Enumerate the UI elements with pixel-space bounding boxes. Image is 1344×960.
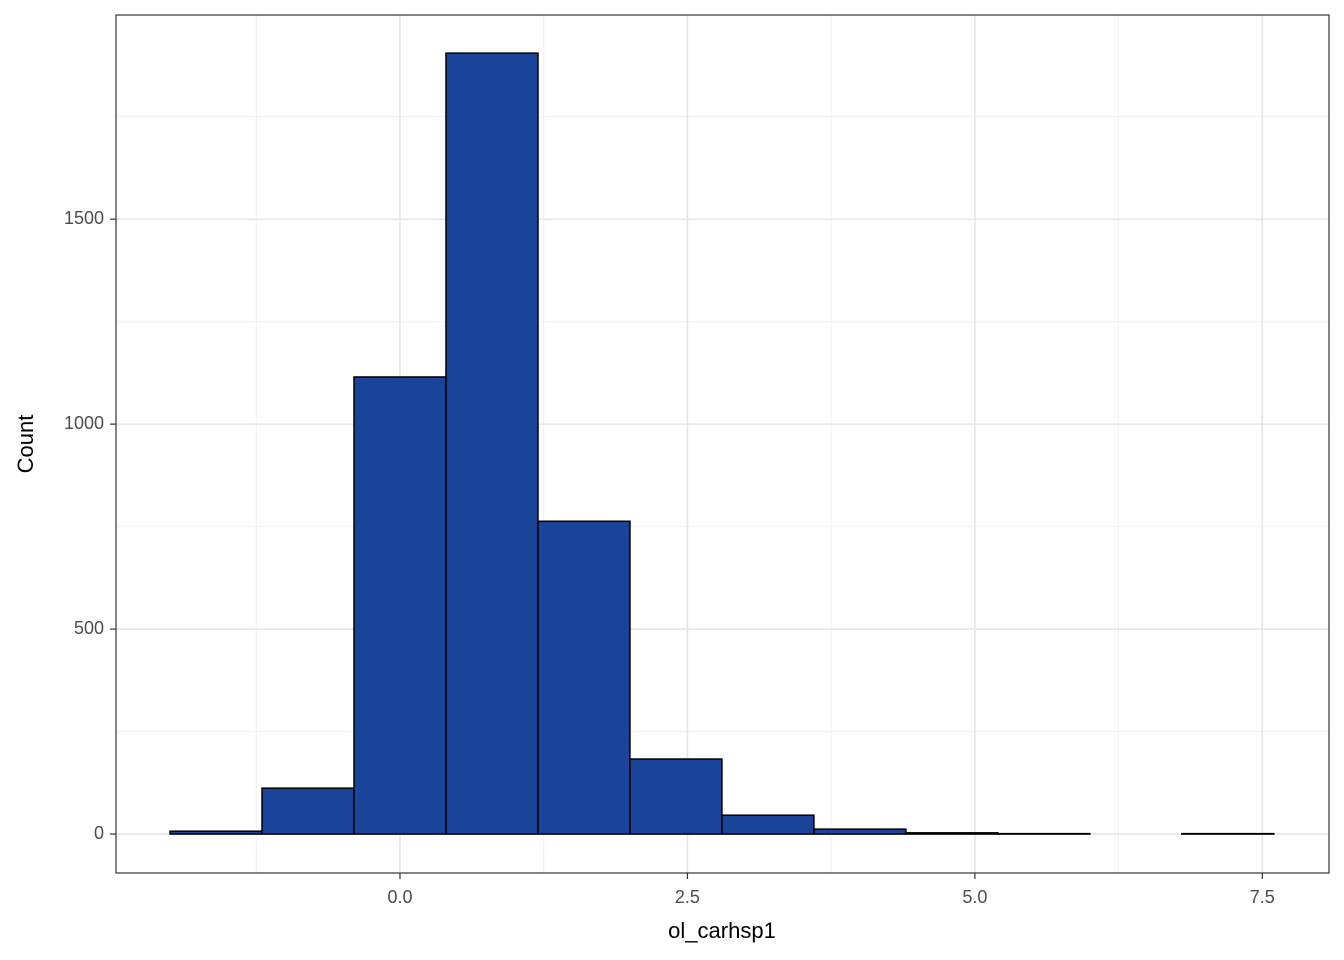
bar — [721, 814, 815, 835]
bar — [813, 828, 907, 835]
x-tick-label: 2.5 — [675, 887, 700, 907]
y-tick-label: 500 — [74, 618, 104, 638]
bar — [353, 376, 447, 835]
bars — [169, 52, 1275, 835]
bar — [445, 52, 539, 835]
y-tick-label: 0 — [94, 823, 104, 843]
y-tick-label: 1000 — [64, 413, 104, 433]
bar — [537, 520, 631, 835]
bar — [261, 787, 355, 835]
x-axis-title: ol_carhsp1 — [668, 918, 776, 943]
bar — [629, 758, 723, 835]
x-tick-label: 7.5 — [1250, 887, 1275, 907]
grid — [116, 15, 1329, 873]
panel-border — [115, 14, 1330, 874]
y-tick-label: 1500 — [64, 208, 104, 228]
y-axis-title: Count — [13, 415, 38, 474]
x-tick-label: 0.0 — [387, 887, 412, 907]
bar — [905, 832, 999, 835]
bar — [169, 830, 263, 835]
x-tick-label: 5.0 — [962, 887, 987, 907]
